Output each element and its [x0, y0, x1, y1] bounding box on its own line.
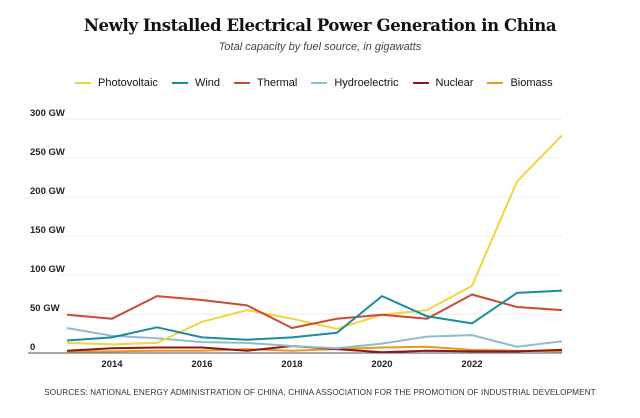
- legend-swatch: [171, 81, 188, 85]
- legend-swatch: [311, 81, 328, 85]
- legend-item-photovoltaic: Photovoltaic: [75, 77, 158, 89]
- y-tick-label: 0: [30, 342, 35, 353]
- y-tick-label: 150 GW: [30, 225, 65, 236]
- x-tick-label: 2022: [461, 359, 482, 370]
- y-tick-label: 200 GW: [30, 186, 65, 197]
- y-tick-label: 50 GW: [30, 303, 60, 314]
- legend: Photovoltaic Wind Thermal Hydroelectric Nucl…: [75, 77, 553, 89]
- legend-swatch: [487, 81, 504, 85]
- legend-label: Biomass: [510, 77, 553, 89]
- legend-item-nuclear: Nuclear: [412, 77, 474, 89]
- x-tick-label: 2016: [191, 359, 212, 370]
- x-tick-label: 2020: [371, 359, 392, 370]
- legend-swatch: [234, 81, 250, 85]
- chart-source: SOURCES: NATIONAL ENERGY ADMINISTRATION …: [44, 388, 596, 397]
- series-line-wind: [66, 289, 563, 342]
- legend-item-biomass: Biomass: [487, 77, 553, 89]
- series-line-hydroelectric: [66, 327, 563, 350]
- legend-item-hydroelectric: Hydroelectric: [311, 77, 399, 89]
- y-tick-label: 100 GW: [30, 264, 65, 275]
- legend-item-thermal: Thermal: [234, 77, 297, 89]
- x-tick-label: 2018: [281, 359, 302, 370]
- chart-title: Newly Installed Electrical Power Generat…: [83, 16, 557, 35]
- x-tick-label: 2014: [101, 359, 123, 370]
- y-tick-label: 300 GW: [30, 108, 65, 119]
- y-tick-label: 250 GW: [30, 147, 65, 158]
- legend-swatch: [412, 81, 429, 85]
- legend-label: Wind: [194, 77, 220, 89]
- series-line-biomass: [67, 345, 563, 353]
- series-line-thermal: [66, 293, 563, 329]
- legend-label: Photovoltaic: [98, 77, 158, 89]
- chart-subtitle: Total capacity by fuel source, in gigawa…: [218, 41, 422, 53]
- legend-item-wind: Wind: [171, 77, 220, 89]
- legend-label: Hydroelectric: [334, 77, 399, 89]
- legend-label: Thermal: [257, 77, 298, 89]
- legend-label: Nuclear: [435, 77, 474, 89]
- legend-swatch: [75, 81, 91, 85]
